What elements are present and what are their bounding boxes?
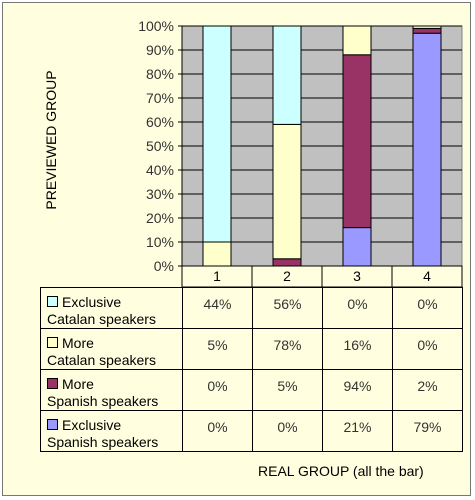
- y-tick-label: 0%: [154, 258, 174, 274]
- x-tick-label: 2: [283, 268, 291, 284]
- table-row: Exclusive Spanish speakers 0% 0% 21% 79%: [40, 410, 463, 452]
- y-tick-label: 10%: [146, 234, 174, 250]
- table-row: More Spanish speakers 0% 5% 94% 2%: [40, 369, 463, 411]
- y-tick-label: 40%: [146, 162, 174, 178]
- bar-segment: [202, 25, 232, 243]
- table-row: More Catalan speakers 5% 78% 16% 0%: [40, 328, 463, 370]
- bar-segment: [412, 25, 442, 29]
- legend-label-line2: Catalan speakers: [47, 352, 156, 368]
- legend-cell: More Catalan speakers: [40, 328, 183, 370]
- table-cell: 79%: [392, 410, 463, 452]
- legend-label-line1: More: [62, 335, 94, 351]
- bar-segment: [412, 27, 442, 34]
- y-tick-label: 50%: [146, 138, 174, 154]
- table-cell: 0%: [392, 328, 463, 370]
- table-cell: 16%: [322, 328, 393, 370]
- bar-segment: [272, 258, 302, 267]
- y-tick-label: 100%: [138, 18, 174, 34]
- legend-swatch: [47, 378, 58, 389]
- bar-segment: [342, 54, 372, 229]
- table-cell: 21%: [322, 410, 393, 452]
- x-axis-label: REAL GROUP (all the bar): [258, 463, 424, 479]
- legend-label-line1: Exclusive: [62, 294, 122, 310]
- table-cell: 0%: [182, 410, 253, 452]
- table-cell: 78%: [252, 328, 323, 370]
- y-tick-label: 60%: [146, 114, 174, 130]
- bar-segment: [202, 241, 232, 267]
- y-tick-label: 30%: [146, 186, 174, 202]
- table-cell: 0%: [182, 369, 253, 411]
- y-tick-label: 80%: [146, 66, 174, 82]
- table-cell: 5%: [252, 369, 323, 411]
- bar-segment: [412, 32, 442, 267]
- table-cell: 0%: [392, 287, 463, 329]
- y-axis-label: PREVIEWED GROUP: [43, 70, 59, 210]
- legend-swatch: [47, 337, 58, 348]
- legend-label-line2: Catalan speakers: [47, 311, 156, 327]
- table-cell: 5%: [182, 328, 253, 370]
- y-tick-label: 90%: [146, 42, 174, 58]
- bar-segment: [342, 227, 372, 267]
- legend-label-line2: Spanish speakers: [47, 434, 159, 450]
- x-tick-label: 1: [213, 268, 221, 284]
- legend-cell: Exclusive Spanish speakers: [40, 410, 183, 452]
- table-cell: 56%: [252, 287, 323, 329]
- table-cell: 0%: [252, 410, 323, 452]
- legend-cell: Exclusive Catalan speakers: [40, 287, 183, 329]
- table-cell: 44%: [182, 287, 253, 329]
- bar-segment: [272, 123, 302, 260]
- legend-swatch: [47, 296, 58, 307]
- y-tick-label: 20%: [146, 210, 174, 226]
- x-tick-label: 4: [423, 268, 431, 284]
- x-tick-label: 3: [353, 268, 361, 284]
- data-table: Exclusive Catalan speakers 44% 56% 0% 0% More C…: [40, 287, 463, 452]
- bar-segment: [272, 25, 302, 125]
- y-tick-label: 70%: [146, 90, 174, 106]
- table-cell: 0%: [322, 287, 393, 329]
- legend-label-line1: More: [62, 376, 94, 392]
- legend-label-line1: Exclusive: [62, 417, 122, 433]
- bar-segment: [342, 25, 372, 56]
- table-row: Exclusive Catalan speakers 44% 56% 0% 0%: [40, 287, 463, 329]
- legend-swatch: [47, 419, 58, 430]
- table-cell: 2%: [392, 369, 463, 411]
- legend-label-line2: Spanish speakers: [47, 393, 159, 409]
- table-cell: 94%: [322, 369, 393, 411]
- legend-cell: More Spanish speakers: [40, 369, 183, 411]
